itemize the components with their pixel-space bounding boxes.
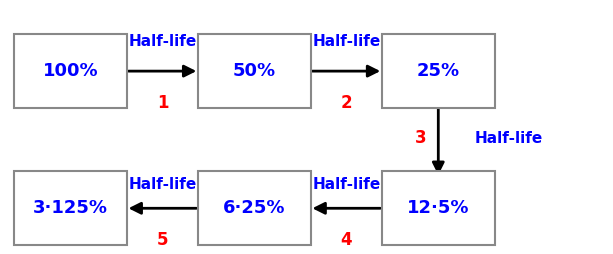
Text: 4: 4 [341,231,352,249]
Text: 25%: 25% [417,62,460,80]
Text: 5: 5 [157,231,168,249]
Text: 1: 1 [157,94,168,112]
FancyBboxPatch shape [197,171,311,245]
FancyBboxPatch shape [14,34,128,108]
Text: Half-life: Half-life [312,34,381,50]
Text: 3: 3 [414,130,426,147]
Text: Half-life: Half-life [128,177,197,192]
Text: 3·125%: 3·125% [33,199,108,217]
Text: Half-life: Half-life [312,177,381,192]
FancyBboxPatch shape [381,171,495,245]
Text: 100%: 100% [43,62,98,80]
FancyBboxPatch shape [14,171,128,245]
Text: 12·5%: 12·5% [407,199,470,217]
Text: Half-life: Half-life [128,34,197,50]
Text: Half-life: Half-life [475,131,543,146]
Text: 50%: 50% [233,62,276,80]
Text: 6·25%: 6·25% [223,199,286,217]
FancyBboxPatch shape [197,34,311,108]
Text: 2: 2 [341,94,352,112]
FancyBboxPatch shape [381,34,495,108]
